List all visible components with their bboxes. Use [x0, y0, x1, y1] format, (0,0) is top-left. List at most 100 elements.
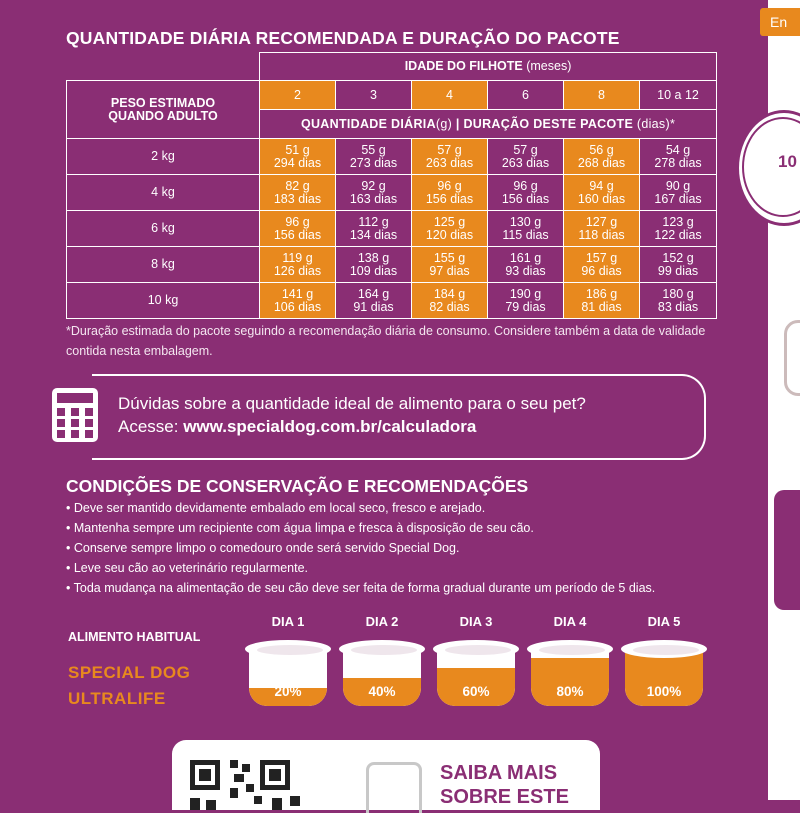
calculator-link[interactable]: www.specialdog.com.br/calculadora — [183, 417, 477, 436]
help-access-prefix: Acesse: — [118, 417, 184, 436]
package-days: 120 dias — [425, 227, 474, 242]
current-food-label: ALIMENTO HABITUAL — [68, 630, 201, 644]
day-label: DIA 4 — [553, 614, 587, 629]
daily-grams: 94 g — [589, 178, 614, 193]
daily-grams: 54 g — [665, 142, 691, 157]
table-row: 10 kg 141 g 106 dias 164 g 91 dias 184 g 82 di… — [66, 282, 718, 319]
package-days: 106 dias — [273, 299, 322, 314]
side-decoration — [784, 320, 800, 396]
day-label: DIA 2 — [365, 614, 399, 629]
table-cell: 164 g 91 dias — [335, 282, 412, 319]
package-days: 294 dias — [273, 155, 322, 170]
table-cell: 57 g 263 dias — [487, 138, 564, 175]
footnote-line: *Duração estimada do pacote seguindo a r… — [66, 324, 706, 338]
list-item: Toda mudança na alimentação de seu cão d… — [66, 578, 746, 598]
age-cell: 10 a 12 — [638, 80, 718, 110]
table-cell: 56 g 268 dias — [563, 138, 640, 175]
table-cell: 96 g 156 dias — [259, 210, 336, 247]
calculator-callout — [92, 374, 706, 460]
daily-grams: 90 g — [665, 178, 691, 193]
daily-grams: 127 g — [585, 214, 618, 229]
daily-grams: 190 g — [509, 286, 542, 301]
weight-cell: 6 kg — [66, 210, 260, 247]
bowl-rim — [245, 640, 331, 658]
daily-grams: 112 g — [358, 214, 389, 229]
side-decoration — [774, 490, 800, 610]
daily-grams: 152 g — [662, 250, 694, 265]
day-label: DIA 5 — [647, 614, 681, 629]
table-cell: 184 g 82 dias — [411, 282, 488, 319]
daily-grams: 96 g — [437, 178, 462, 193]
table-cell: 161 g 93 dias — [487, 246, 564, 283]
bowl-inner — [539, 645, 605, 655]
weight-cell: 2 kg — [66, 138, 260, 175]
table-cell: 157 g 96 dias — [563, 246, 640, 283]
list-item: Conserve sempre limpo o comedouro onde s… — [66, 538, 746, 558]
table-cell: 127 g 118 dias — [563, 210, 640, 247]
package-days: 115 dias — [502, 227, 549, 242]
package-days: 163 dias — [349, 191, 398, 206]
help-question: Dúvidas sobre a quantidade ideal de alim… — [118, 394, 586, 413]
footnote-line: contida nesta embalagem. — [66, 344, 213, 358]
daily-grams: 125 g — [433, 214, 466, 229]
table-body: 2 kg 51 g 294 dias 55 g 273 dias 57 g 263 dias… — [66, 138, 718, 319]
table-title: QUANTIDADE DIÁRIA RECOMENDADA E DURAÇÃO … — [66, 28, 620, 48]
seal-number: 10 — [778, 152, 797, 171]
package-days: 118 dias — [578, 227, 625, 242]
daily-grams: 184 g — [433, 286, 466, 301]
bowl-rim — [527, 640, 613, 658]
bowl-inner — [351, 645, 417, 655]
day-label: DIA 1 — [271, 614, 305, 629]
package-days: 160 dias — [577, 191, 626, 206]
table-cell: 141 g 106 dias — [259, 282, 336, 319]
quantity-duration-header: QUANTIDADE DIÁRIA(g) | DURAÇÃO DESTE PAC… — [258, 109, 718, 139]
daily-grams: 57 g — [513, 142, 538, 157]
bowl-fill — [249, 688, 327, 706]
daily-grams: 96 g — [285, 214, 310, 229]
feeding-table: IDADE DO FILHOTE (meses) PESO ESTIMADO Q… — [66, 52, 718, 319]
percent-label: 80% — [556, 684, 584, 699]
help-access: Acesse: www.specialdog.com.br/calculador… — [118, 417, 476, 437]
food-bowl: 100% — [621, 640, 707, 708]
table-corner — [66, 52, 260, 81]
table-cell: 51 g 294 dias — [259, 138, 336, 175]
percent-label: 100% — [646, 684, 682, 699]
package-days: 263 dias — [425, 155, 474, 170]
qty-unit: (g) — [435, 116, 453, 131]
conservation-title: CONDIÇÕES DE CONSERVAÇÃO E RECOMENDAÇÕES — [66, 476, 529, 496]
bowl-body: 80% — [531, 648, 609, 706]
age-cell: 6 — [487, 80, 564, 110]
weight-cell: 8 kg — [66, 246, 260, 283]
daily-grams: 82 g — [285, 178, 310, 193]
daily-grams: 55 g — [361, 142, 386, 157]
brand-name: SPECIAL DOG — [68, 663, 191, 682]
qr-code-icon[interactable] — [190, 760, 305, 810]
package-days: 268 dias — [577, 155, 626, 170]
package-days: 183 dias — [273, 191, 322, 206]
daily-grams: 138 g — [357, 250, 390, 265]
table-cell: 180 g 83 dias — [638, 282, 718, 319]
package-days: 81 dias — [581, 299, 622, 314]
learn-more-heading-line2: SOBRE ESTE — [440, 786, 569, 808]
weight-cell: 4 kg — [66, 174, 260, 211]
daily-grams: 141 g — [281, 286, 314, 301]
table-cell: 96 g 156 dias — [487, 174, 564, 211]
daily-grams: 180 g — [662, 286, 694, 301]
daily-grams: 157 g — [585, 250, 618, 265]
table-row: 8 kg 119 g 126 dias 138 g 109 dias 155 g 97 di… — [66, 246, 718, 283]
bowl-fill — [531, 658, 609, 706]
table-row: 2 kg 51 g 294 dias 55 g 273 dias 57 g 263 dias… — [66, 138, 718, 175]
package-days: 156 dias — [501, 191, 550, 206]
phone-icon — [366, 762, 422, 813]
package-days: 96 dias — [581, 263, 622, 278]
bowl-fill — [437, 668, 515, 706]
daily-grams: 56 g — [589, 142, 614, 157]
food-bowl: 80% — [527, 640, 613, 708]
package-days: 156 dias — [425, 191, 474, 206]
learn-more-heading: SAIBA MAIS — [440, 762, 558, 784]
language-tab[interactable]: En — [760, 8, 800, 36]
table-cell: 152 g 99 dias — [638, 246, 718, 283]
food-bowl: 40% — [339, 640, 425, 708]
table-cell: 155 g 97 dias — [411, 246, 488, 283]
footnote: *Duração estimada do pacote seguindo a r… — [66, 321, 726, 361]
